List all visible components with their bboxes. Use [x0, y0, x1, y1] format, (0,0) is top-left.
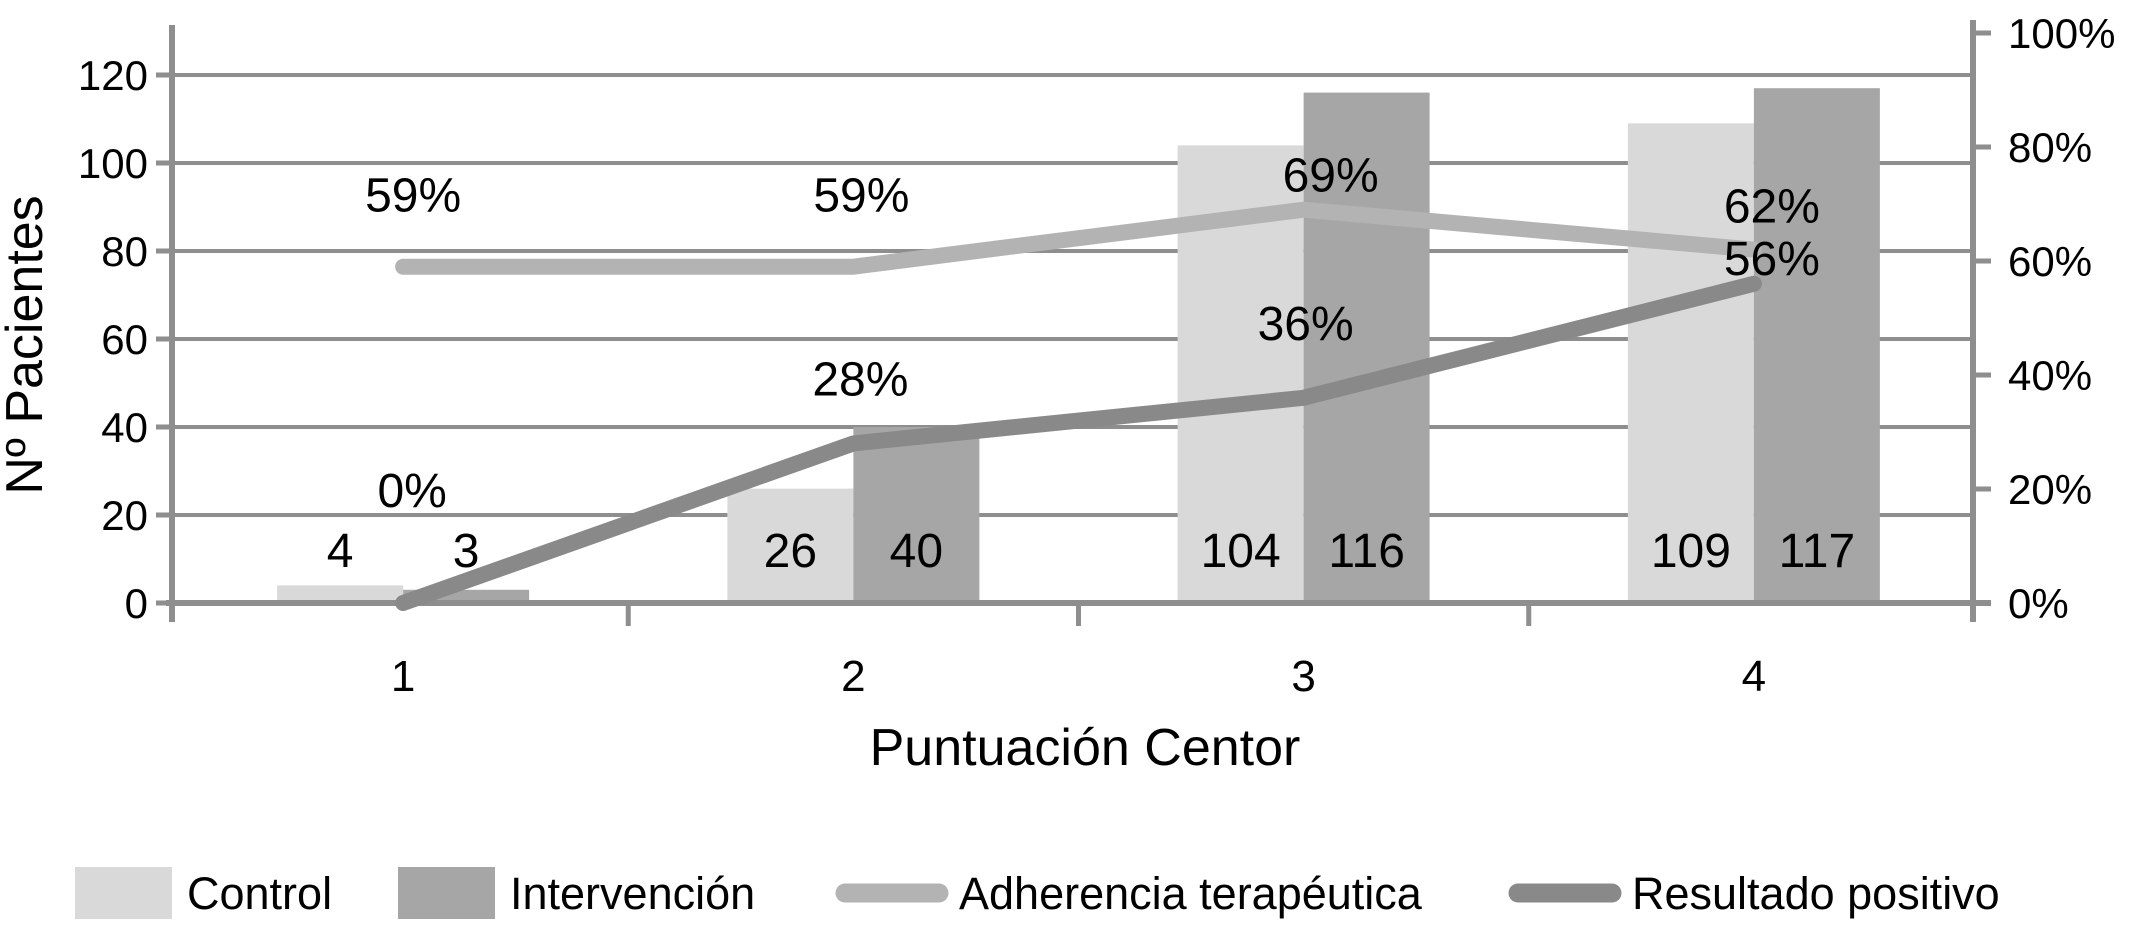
bar-data-label: 40 [890, 525, 943, 578]
y-axis-title: Nº Pacientes [0, 195, 54, 494]
bar-data-label: 109 [1651, 525, 1731, 578]
line-data-label: 59% [813, 170, 909, 223]
bar-intervencion-cat3 [1303, 92, 1430, 603]
legend-label: Resultado positivo [1632, 868, 2000, 919]
legend-label: Adherencia terapéutica [959, 868, 1423, 919]
line-data-label: 62% [1724, 181, 1820, 234]
bar-control-cat2 [727, 488, 854, 603]
left-tick-label: 100 [78, 140, 148, 187]
line-data-label: 28% [812, 353, 908, 406]
right-tick-label: 0% [2008, 580, 2069, 627]
line-series [395, 201, 1762, 611]
bar-intervencion-cat2 [853, 427, 980, 603]
right-tick-label: 20% [2008, 466, 2092, 513]
x-tick-label: 4 [1742, 652, 1766, 701]
right-tick-label: 40% [2008, 352, 2092, 399]
axes [156, 20, 1991, 626]
line-data-label: 36% [1258, 298, 1354, 351]
x-tick-label: 1 [391, 652, 415, 701]
bar-data-label: 3 [453, 525, 480, 578]
line-adherencia [395, 201, 1762, 275]
right-tick-label: 100% [2008, 10, 2115, 57]
legend-label: Intervención [510, 868, 755, 919]
line-resultado-positivo [395, 275, 1762, 611]
bar-control-cat4 [1627, 123, 1754, 604]
x-tick-label: 3 [1291, 652, 1315, 701]
right-tick-label: 80% [2008, 124, 2092, 171]
bar-series [277, 88, 1880, 604]
legend-swatch-intervencion [398, 867, 495, 919]
left-tick-label: 20 [101, 492, 148, 539]
left-tick-label: 40 [101, 404, 148, 451]
line-data-label: 0% [377, 465, 446, 518]
bar-data-label: 116 [1328, 525, 1405, 578]
line-data-label: 56% [1724, 233, 1820, 286]
left-tick-label: 80 [101, 228, 148, 275]
right-tick-label: 60% [2008, 238, 2092, 285]
legend-swatch-control [75, 867, 172, 919]
bar-data-label: 104 [1201, 525, 1281, 578]
legend-label: Control [187, 868, 332, 919]
line-data-label: 69% [1283, 150, 1379, 203]
left-tick-label: 0 [125, 580, 148, 627]
bar-intervencion-cat4 [1753, 88, 1880, 603]
left-tick-label: 120 [78, 52, 148, 99]
bar-data-label: 26 [764, 525, 817, 578]
bar-control-cat1 [277, 585, 404, 603]
x-axis-title: Puntuación Centor [870, 719, 1301, 777]
bar-data-label: 117 [1779, 525, 1856, 578]
legend: Control Intervención Adherencia terapéutic… [75, 867, 2000, 919]
x-tick-label: 2 [841, 652, 865, 701]
left-tick-label: 60 [101, 316, 148, 363]
line-data-label: 59% [365, 170, 461, 223]
bar-data-label: 4 [327, 525, 354, 578]
